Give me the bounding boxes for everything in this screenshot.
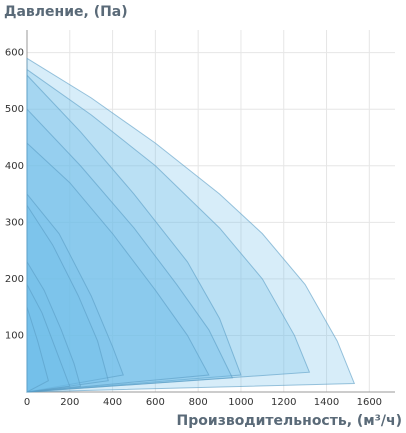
y-tick-label: 500: [5, 104, 24, 115]
x-tick-label: 1200: [271, 397, 296, 408]
x-tick-label: 800: [189, 397, 208, 408]
x-tick-label: 0: [24, 397, 30, 408]
chart-title: Давление, (Па): [4, 4, 128, 20]
fan-curve-area: [26, 57, 356, 393]
x-tick-label: 400: [103, 397, 122, 408]
x-tick-label: 200: [60, 397, 79, 408]
x-tick-label: 600: [146, 397, 165, 408]
x-tick-label: 1400: [314, 397, 339, 408]
y-tick-label: 600: [5, 48, 24, 59]
x-tick-label: 1600: [357, 397, 382, 408]
y-tick-label: 300: [5, 217, 24, 228]
x-axis-label: Производительность, (м³/ч): [177, 413, 402, 429]
fan-curve-area: [26, 107, 234, 393]
x-tick-label: 1000: [228, 397, 253, 408]
y-tick-label: 200: [5, 274, 24, 285]
y-tick-label: 100: [5, 330, 24, 341]
y-tick-label: 400: [5, 161, 24, 172]
fan-curve-area: [26, 307, 49, 393]
